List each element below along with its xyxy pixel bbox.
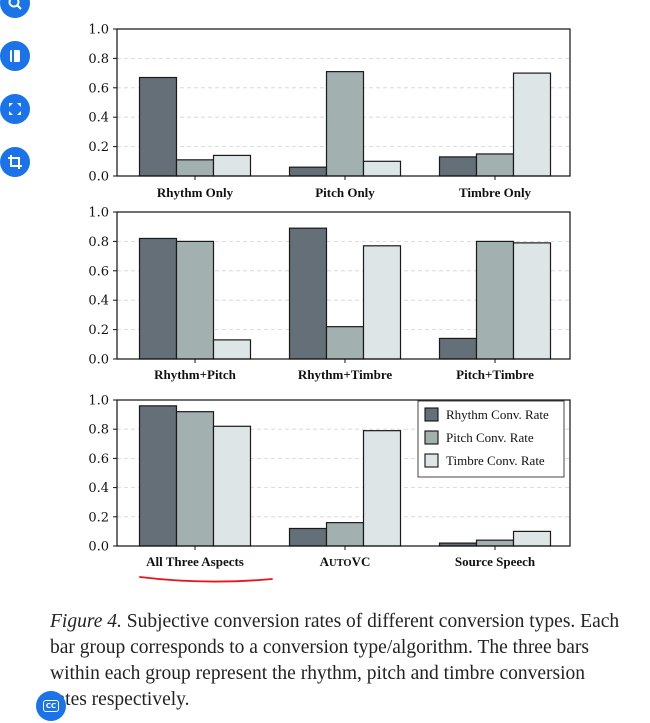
- bar: [475, 539, 515, 547]
- figure-label: Figure 4.: [50, 611, 122, 632]
- category-label: Pitch Only: [315, 185, 375, 200]
- legend-swatch: [424, 453, 439, 468]
- crop-button[interactable]: [0, 147, 30, 177]
- closed-captions-button[interactable]: CC: [36, 691, 66, 721]
- category-label: Rhythm+Timbre: [298, 367, 393, 382]
- y-tick-label: 0.2: [88, 140, 109, 155]
- y-tick-label: 0.6: [88, 264, 109, 279]
- figure-caption: Figure 4. Subjective conversion rates of…: [50, 609, 620, 713]
- y-tick-label: 0.4: [88, 294, 109, 309]
- y-tick-label: 0.0: [88, 353, 109, 368]
- category-label: AUTOVC: [320, 554, 371, 569]
- bar: [138, 76, 178, 177]
- legend-box: [417, 400, 565, 478]
- cc-icon: CC: [42, 700, 60, 712]
- legend-label: Rhythm Conv. Rate: [446, 407, 549, 422]
- category-label: Rhythm+Pitch: [154, 367, 237, 382]
- bar: [138, 237, 178, 360]
- crop-icon: [8, 155, 22, 169]
- y-tick-label: 1.0: [88, 206, 109, 221]
- category-label: Source Speech: [455, 554, 536, 569]
- bar: [212, 339, 252, 360]
- y-tick-label: 1.0: [88, 23, 109, 38]
- bookmark-icon: [10, 50, 20, 62]
- bar: [288, 227, 328, 360]
- legend-label: Timbre Conv. Rate: [446, 453, 545, 468]
- red-underline-annotation: [139, 576, 273, 583]
- bar: [438, 156, 478, 177]
- category-label: Pitch+Timbre: [456, 367, 534, 382]
- zoom-search-button[interactable]: [0, 0, 30, 18]
- legend-label: Pitch Conv. Rate: [446, 430, 534, 445]
- category-label: Rhythm Only: [157, 185, 234, 200]
- category-label: Timbre Only: [459, 185, 532, 200]
- bar: [288, 527, 328, 547]
- bar: [512, 72, 552, 177]
- magnify-icon: [8, 0, 22, 10]
- bar: [175, 159, 215, 177]
- bar: [475, 240, 515, 360]
- bar: [512, 530, 552, 547]
- bar: [325, 326, 365, 360]
- bar: [438, 337, 478, 360]
- y-tick-label: 0.2: [88, 510, 109, 525]
- plot-frame: [116, 28, 571, 177]
- y-tick-label: 0.4: [88, 481, 109, 496]
- y-tick-label: 0.8: [88, 52, 109, 67]
- legend-swatch: [424, 430, 439, 445]
- y-tick-label: 0.2: [88, 323, 109, 338]
- bar: [362, 160, 402, 177]
- bookmark-button[interactable]: [0, 41, 30, 71]
- expand-icon: [9, 103, 21, 115]
- y-tick-label: 0.4: [88, 111, 109, 126]
- y-tick-label: 0.6: [88, 81, 109, 96]
- category-label: All Three Aspects: [146, 554, 244, 569]
- bar: [212, 425, 252, 547]
- bar: [138, 405, 178, 547]
- bar: [512, 242, 552, 360]
- bar: [288, 166, 328, 177]
- bar: [175, 240, 215, 360]
- y-tick-label: 0.8: [88, 423, 109, 438]
- bar: [175, 411, 215, 547]
- legend-swatch: [424, 407, 439, 422]
- plot-frame: [116, 211, 571, 360]
- y-tick-label: 0.8: [88, 235, 109, 250]
- bar: [475, 153, 515, 177]
- bar: [212, 154, 252, 177]
- fullscreen-button[interactable]: [0, 94, 30, 124]
- bar: [325, 522, 365, 547]
- figure-charts: 0.0 0.2 0.4 0.6 0.8 1.0 Rhythm Only Pitch Only T…: [88, 23, 571, 583]
- caption-text: Subjective conversion rates of different…: [50, 611, 620, 710]
- bar: [362, 245, 402, 360]
- bar: [362, 430, 402, 547]
- plot-frame: [116, 399, 571, 547]
- bar: [325, 71, 365, 177]
- y-tick-label: 1.0: [88, 394, 109, 409]
- y-tick-label: 0.0: [88, 540, 109, 555]
- y-tick-label: 0.0: [88, 170, 109, 185]
- y-tick-label: 0.6: [88, 452, 109, 467]
